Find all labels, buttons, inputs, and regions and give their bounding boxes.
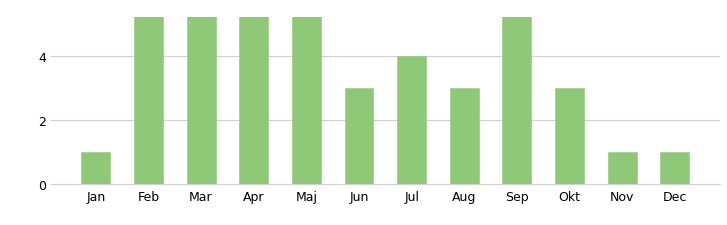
Bar	[660, 153, 689, 184]
Bar	[345, 88, 374, 184]
Bar	[239, 0, 268, 184]
Bar	[555, 88, 584, 184]
Bar	[450, 88, 479, 184]
Bar	[134, 0, 163, 184]
Bar	[502, 0, 531, 184]
Bar	[187, 0, 215, 184]
Bar	[81, 153, 111, 184]
Bar	[292, 0, 321, 184]
Bar	[608, 153, 637, 184]
Bar	[397, 56, 426, 184]
